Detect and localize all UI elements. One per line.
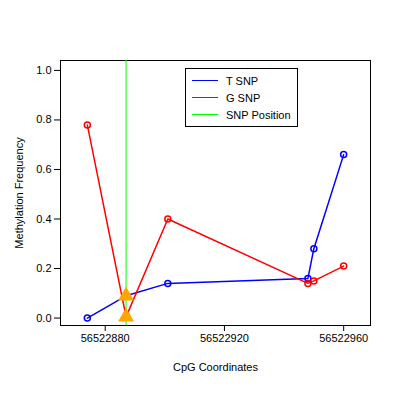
svg-text:0.0: 0.0 [36,312,51,324]
svg-text:56522920: 56522920 [200,332,249,344]
svg-text:0.6: 0.6 [36,163,51,175]
html-text:SNP Position: SNP Position [226,108,291,121]
svg-text:0.2: 0.2 [36,262,51,274]
svg-text:0.8: 0.8 [36,113,51,125]
html-text:T SNP: T SNP [226,74,259,87]
svg-text:56522880: 56522880 [81,332,130,344]
svg-text:1.0: 1.0 [36,64,51,76]
svg-text:0.4: 0.4 [36,213,51,225]
html-text:G SNP: G SNP [226,91,261,104]
svg-text:56522960: 56522960 [319,332,368,344]
svg-text:Methylation Frequency: Methylation Frequency [13,137,25,249]
svg-text:CpG Coordinates: CpG Coordinates [173,361,258,373]
